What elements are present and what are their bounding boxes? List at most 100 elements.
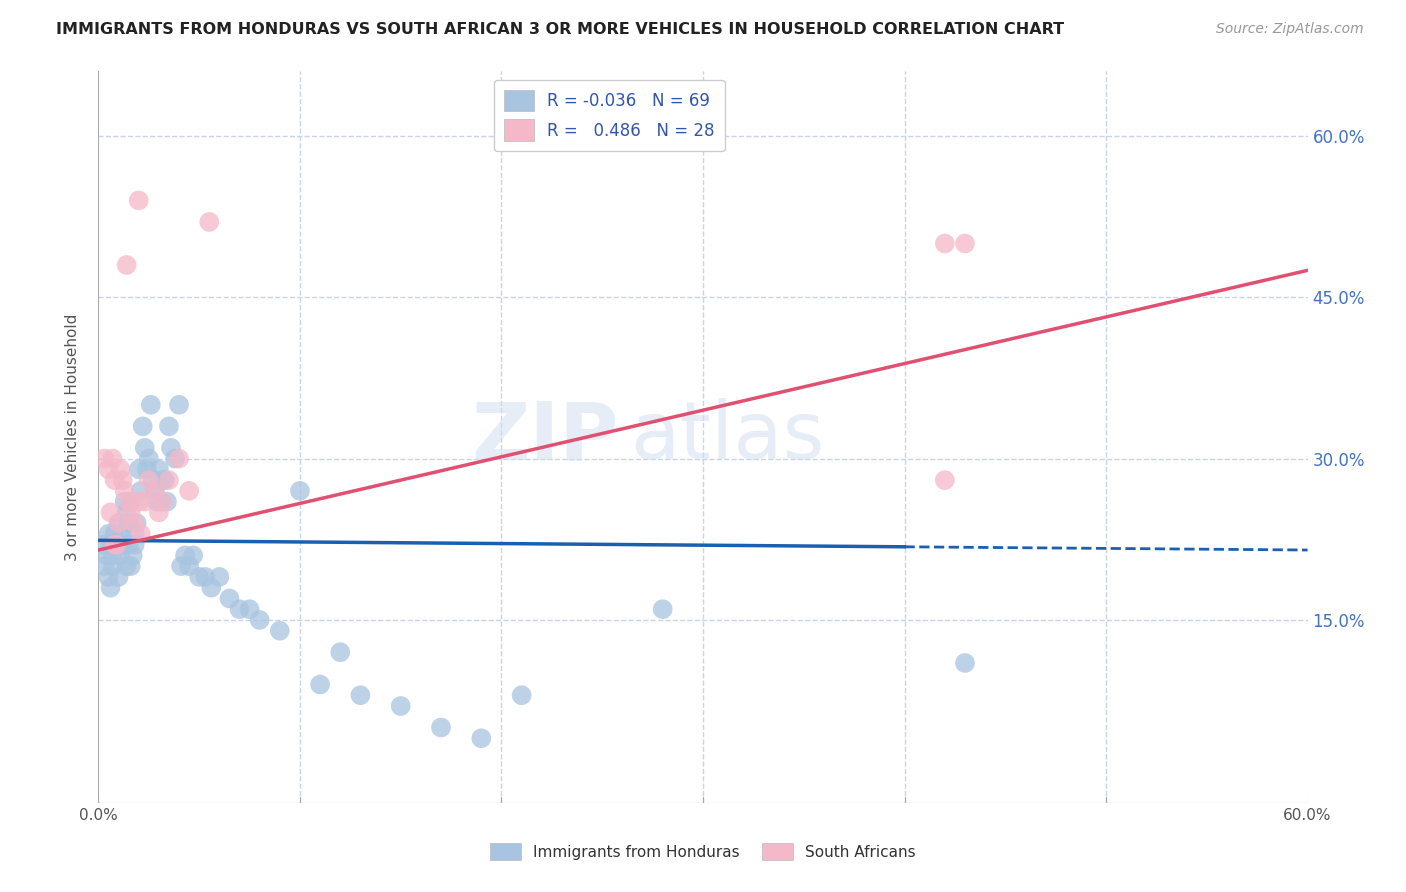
Point [134,494,156,508]
Point [101,451,124,466]
Point [430,721,453,735]
Point [124,538,146,552]
Point [111,527,134,541]
Point [157,419,180,434]
Point [309,677,332,691]
Text: IMMIGRANTS FROM HONDURAS VS SOUTH AFRICAN 3 OR MORE VEHICLES IN HOUSEHOLD CORREL: IMMIGRANTS FROM HONDURAS VS SOUTH AFRICA… [56,22,1064,37]
Point [142,473,165,487]
Point [125,516,148,530]
Point [179,559,201,574]
Point [148,505,170,519]
Y-axis label: 3 or more Vehicles in Household: 3 or more Vehicles in Household [65,313,80,561]
Text: atlas: atlas [630,398,825,476]
Point [91,538,114,552]
Point [510,688,533,702]
Point [110,462,132,476]
Point [167,451,190,466]
Point [146,494,169,508]
Text: ZIP: ZIP [471,398,619,476]
Point [163,451,186,466]
Point [149,494,172,508]
Point [228,602,250,616]
Point [239,602,262,616]
Point [120,559,142,574]
Point [100,581,122,595]
Point [121,549,143,563]
Point [170,559,193,574]
Point [148,462,170,476]
Point [349,688,371,702]
Point [138,473,160,487]
Point [103,538,125,552]
Point [152,494,174,508]
Point [389,698,412,713]
Point [198,215,221,229]
Point [100,538,122,552]
Point [181,549,204,563]
Point [470,731,492,746]
Point [118,538,141,552]
Point [138,451,160,466]
Point [157,473,180,487]
Point [115,559,138,574]
Point [107,516,129,530]
Point [194,570,217,584]
Point [129,483,152,498]
Point [105,538,128,552]
Point [101,559,124,574]
Point [101,549,124,563]
Point [97,527,120,541]
Point [120,494,142,508]
Legend: R = -0.036   N = 69, R =   0.486   N = 28: R = -0.036 N = 69, R = 0.486 N = 28 [494,79,724,151]
Point [129,527,152,541]
Point [208,570,231,584]
Point [139,398,162,412]
Point [953,656,976,670]
Point [100,505,122,519]
Point [134,441,156,455]
Point [249,613,271,627]
Point [179,483,201,498]
Point [114,483,136,498]
Point [160,441,183,455]
Point [93,451,115,466]
Point [135,462,157,476]
Point [103,473,125,487]
Point [114,494,136,508]
Point [115,505,138,519]
Point [115,258,138,272]
Point [156,494,179,508]
Point [143,483,166,498]
Point [124,527,146,541]
Point [174,549,197,563]
Point [114,538,136,552]
Point [269,624,291,638]
Point [107,570,129,584]
Point [188,570,211,584]
Point [120,505,142,519]
Point [132,419,155,434]
Point [111,473,134,487]
Point [97,570,120,584]
Point [128,194,150,208]
Point [218,591,240,606]
Legend: Immigrants from Honduras, South Africans: Immigrants from Honduras, South Africans [484,837,922,866]
Point [143,483,166,498]
Point [200,581,222,595]
Point [128,494,150,508]
Point [118,494,141,508]
Point [103,527,125,541]
Text: Source: ZipAtlas.com: Source: ZipAtlas.com [1216,22,1364,37]
Point [153,473,176,487]
Point [97,462,120,476]
Point [651,602,673,616]
Point [128,462,150,476]
Point [329,645,352,659]
Point [167,398,190,412]
Point [934,236,956,251]
Point [105,538,128,552]
Point [288,483,311,498]
Point [118,516,141,530]
Point [124,516,146,530]
Point [110,549,132,563]
